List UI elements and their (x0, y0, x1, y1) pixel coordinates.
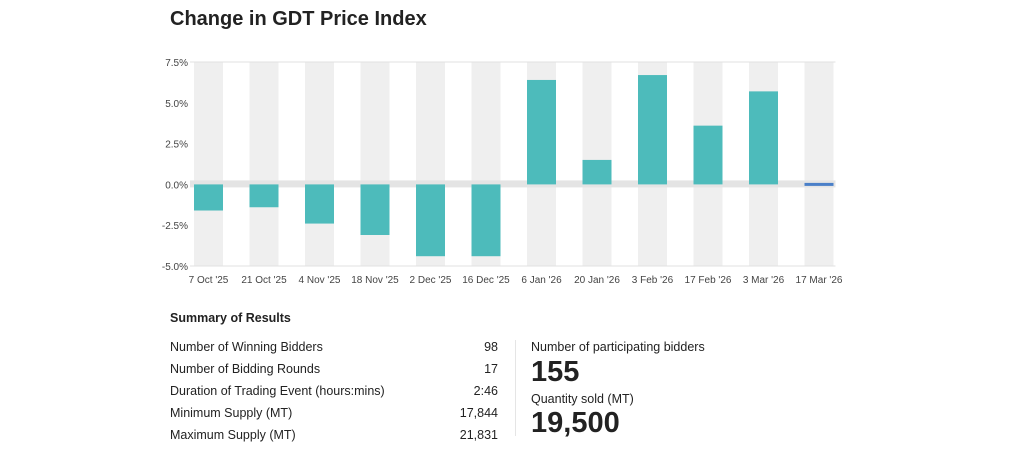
bar (305, 184, 334, 224)
bar (527, 79, 556, 185)
x-tick-label: 3 Mar '26 (743, 275, 785, 286)
row-value: 17,844 (459, 406, 498, 420)
category-band (360, 62, 390, 266)
summary-row: Minimum Supply (MT) 17,844 (170, 406, 498, 420)
x-tick-label: 7 Oct '25 (189, 275, 229, 286)
y-tick-label: 7.5% (165, 58, 188, 69)
participating-bidders-label: Number of participating bidders (531, 340, 705, 354)
row-label: Maximum Supply (MT) (170, 428, 296, 442)
row-value: 21,831 (459, 428, 498, 442)
category-band (194, 62, 223, 266)
chart-title: Change in GDT Price Index (170, 8, 427, 30)
bar (194, 184, 223, 211)
quantity-sold-label: Quantity sold (MT) (531, 392, 634, 406)
zero-band (190, 180, 836, 188)
x-tick-label: 18 Nov '25 (351, 275, 399, 286)
row-label: Duration of Trading Event (hours:mins) (170, 384, 385, 398)
x-tick-label: 17 Feb '26 (685, 275, 732, 286)
bar (693, 125, 723, 185)
bar-chart: 7.5% 5.0% 2.5% 0.0% -2.5% -5.0%7 Oct '25 21 Oc… (162, 58, 843, 286)
y-tick-label: -5.0% (162, 262, 188, 273)
bar (471, 184, 501, 257)
y-tick-label: 2.5% (165, 140, 188, 151)
x-tick-label: 20 Jan '26 (574, 275, 620, 286)
summary-row: Maximum Supply (MT) 21,831 (170, 428, 498, 442)
row-value: 17 (484, 362, 498, 376)
participating-bidders-value: 155 (531, 356, 580, 388)
summary-title: Summary of Results (170, 311, 291, 325)
summary-row: Number of Winning Bidders 98 (170, 340, 498, 354)
divider (515, 340, 516, 436)
x-tick-label: 21 Oct '25 (241, 275, 287, 286)
category-band (804, 62, 834, 266)
category-band (249, 62, 279, 266)
x-tick-label: 3 Feb '26 (632, 275, 674, 286)
bar (804, 182, 834, 186)
summary-row: Number of Bidding Rounds 17 (170, 362, 498, 376)
bar (749, 91, 778, 185)
quantity-sold-value: 19,500 (531, 407, 620, 439)
row-label: Number of Winning Bidders (170, 340, 323, 354)
row-value: 2:46 (473, 384, 498, 398)
bar (638, 75, 667, 185)
y-tick-label: 0.0% (165, 180, 188, 191)
bar (582, 159, 612, 185)
x-tick-label: 17 Mar '26 (796, 275, 843, 286)
row-label: Minimum Supply (MT) (170, 406, 293, 420)
y-tick-label: -2.5% (162, 221, 188, 232)
bar (360, 184, 390, 235)
summary-row: Duration of Trading Event (hours:mins) 2:… (170, 384, 498, 398)
row-label: Number of Bidding Rounds (170, 362, 321, 376)
category-band (305, 62, 334, 266)
x-tick-label: 4 Nov '25 (299, 275, 341, 286)
y-tick-label: 5.0% (165, 99, 188, 110)
x-tick-label: 2 Dec '25 (410, 275, 452, 286)
x-tick-label: 6 Jan '26 (521, 275, 562, 286)
bar (416, 184, 445, 257)
row-value: 98 (484, 340, 498, 354)
bar (249, 184, 279, 208)
x-tick-label: 16 Dec '25 (462, 275, 510, 286)
